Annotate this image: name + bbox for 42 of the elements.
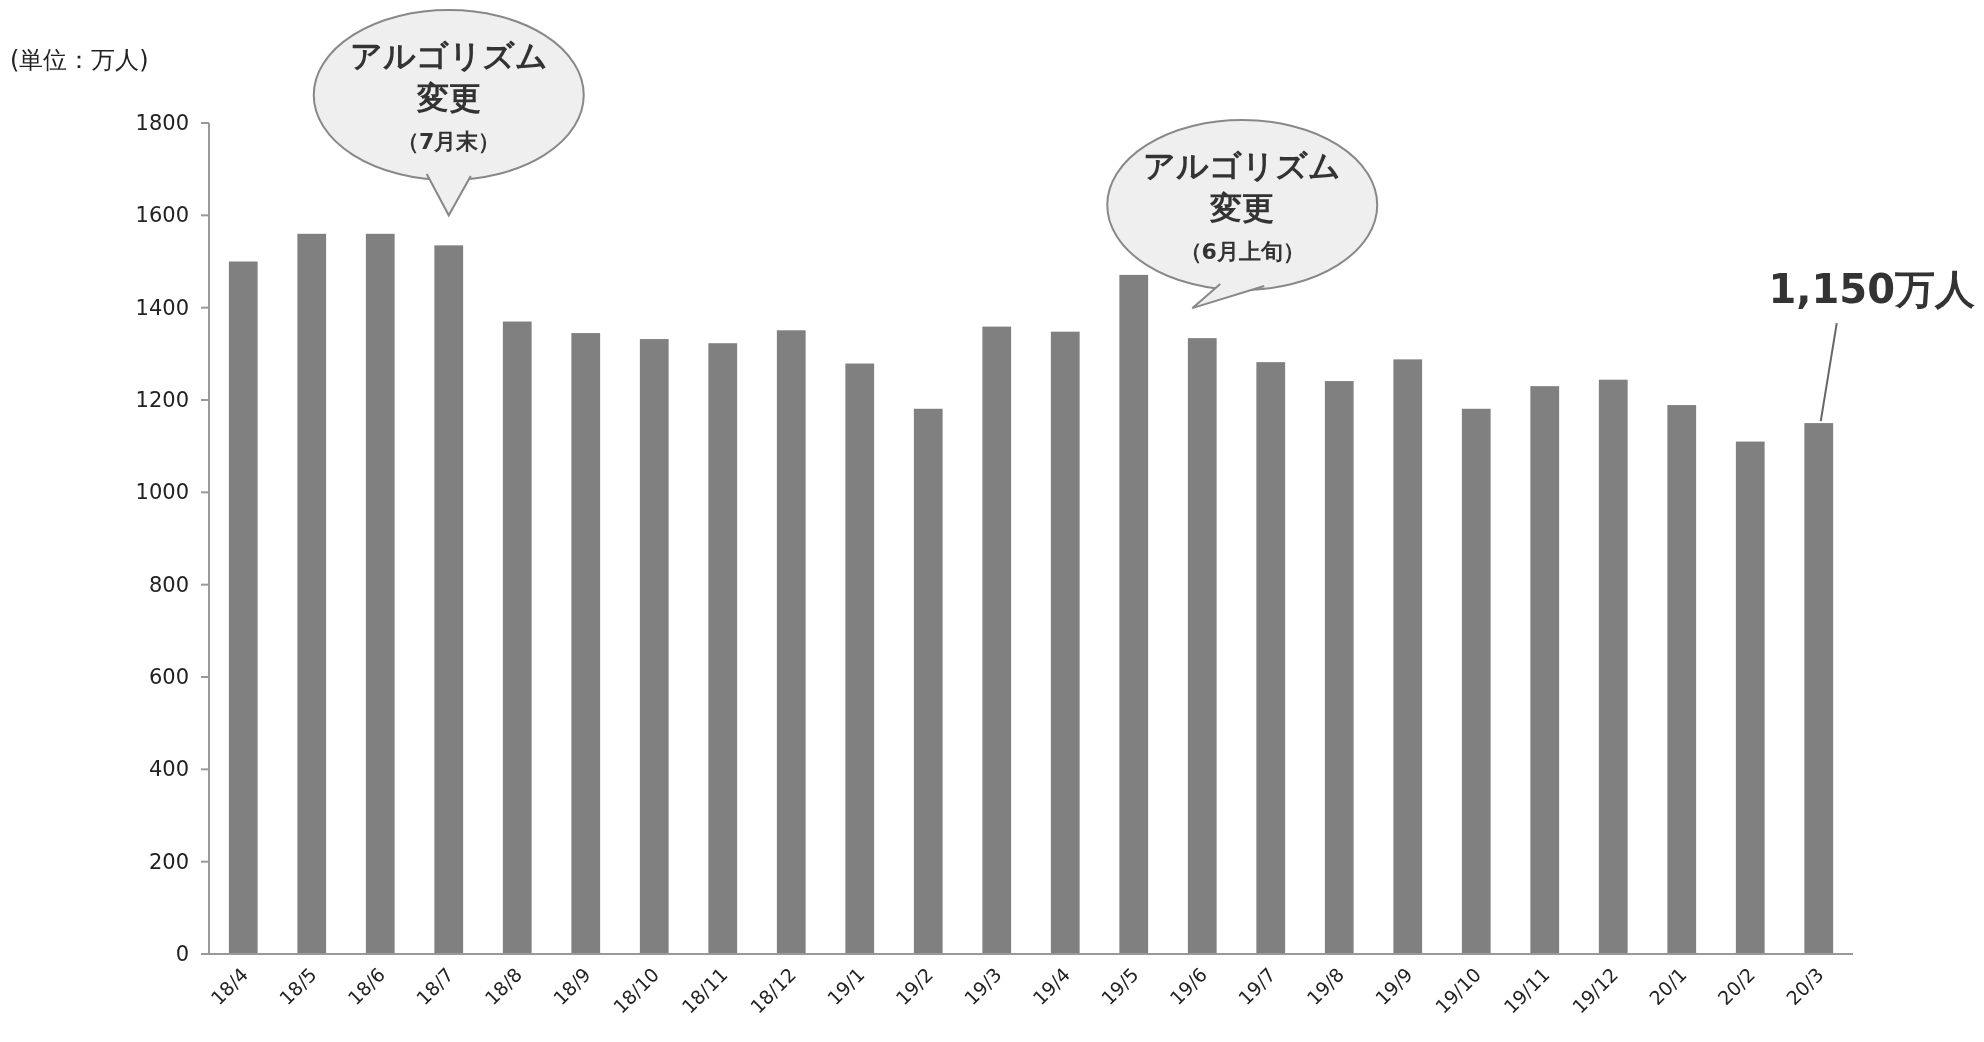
bar	[1324, 381, 1354, 954]
bar	[1119, 274, 1149, 954]
y-tick-label: 600	[148, 665, 189, 689]
annotation: 変更	[1209, 189, 1275, 227]
bar	[434, 245, 464, 954]
bar	[1461, 408, 1491, 954]
y-tick-label: 1000	[135, 480, 189, 505]
y-tick-label: 1800	[135, 111, 189, 135]
y-tick-label: 200	[148, 849, 189, 874]
y-tick-label: 1600	[135, 203, 189, 228]
y-tick-label: 0	[175, 942, 189, 966]
y-axis-title: (単位：万人)	[10, 46, 149, 74]
bar	[1804, 423, 1834, 954]
bar	[845, 363, 875, 954]
y-tick-label: 400	[148, 757, 189, 782]
annotation: 1,150万人	[1768, 266, 1976, 313]
bar	[1393, 359, 1423, 954]
bar	[365, 233, 395, 954]
bar	[913, 408, 943, 954]
bar	[1530, 386, 1560, 954]
bar	[571, 333, 601, 954]
text: アルゴリズム	[349, 37, 548, 75]
bar	[297, 233, 327, 954]
bar	[1598, 379, 1628, 954]
bar	[1667, 405, 1697, 954]
annotation: （7月末）	[397, 129, 501, 154]
annotation: アルゴリズム	[1143, 147, 1342, 185]
bar	[502, 321, 532, 954]
bar	[982, 326, 1012, 954]
bar	[228, 261, 258, 954]
y-tick-label: 1400	[135, 295, 189, 320]
bar	[1050, 331, 1080, 954]
bar	[776, 330, 806, 954]
annotation: （6月上旬）	[1179, 239, 1305, 264]
bar	[1256, 362, 1286, 954]
bar	[708, 343, 738, 954]
bar	[639, 339, 669, 954]
bar	[1187, 338, 1217, 954]
text: 変更	[415, 79, 481, 117]
y-tick-label: 1200	[135, 388, 189, 412]
y-tick-label: 800	[148, 572, 189, 597]
bar	[1735, 441, 1765, 954]
